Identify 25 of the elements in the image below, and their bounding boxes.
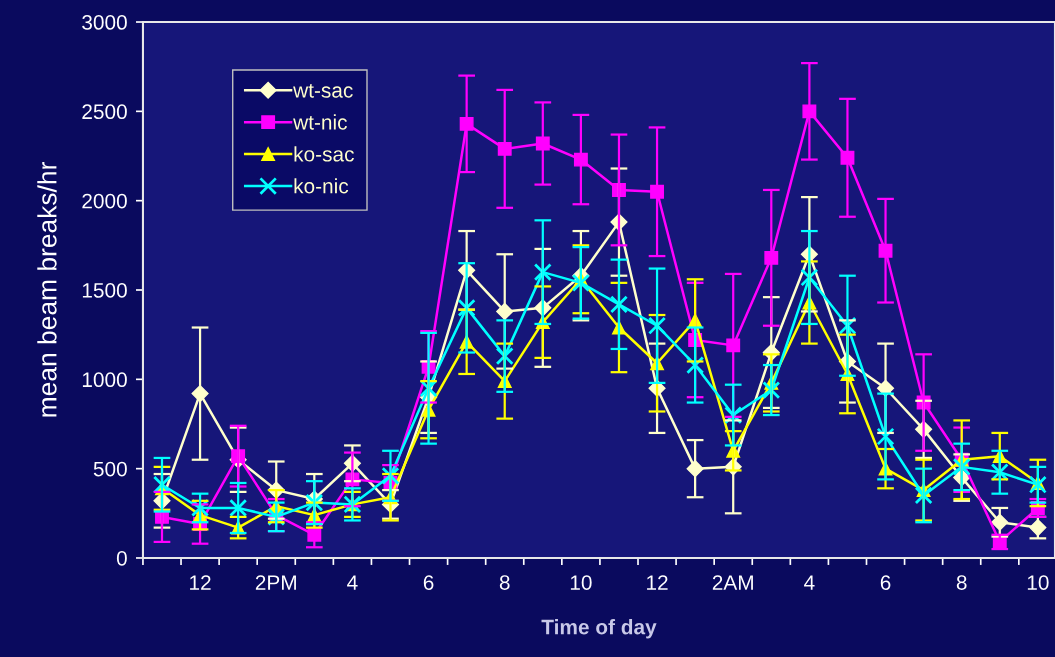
x-tick-label: 10 <box>570 575 592 590</box>
x-tick-label: 2AM <box>712 575 753 590</box>
x-tick-label: 4 <box>804 575 815 590</box>
y-tick-label: 3000 <box>82 15 127 30</box>
x-tick-label: 10 <box>1027 575 1049 590</box>
y-tick-label: 2000 <box>82 193 127 209</box>
y-axis-title: mean beam breaks/hr <box>37 162 57 417</box>
y-tick-label: 1500 <box>82 283 127 298</box>
x-tick-label: 8 <box>499 575 510 590</box>
x-tick-label: 2PM <box>255 575 296 590</box>
y-tick-label: 500 <box>93 461 127 477</box>
y-tick-label: 1000 <box>82 372 127 388</box>
x-tick-label: 12 <box>190 575 211 590</box>
x-axis-title: Time of day <box>541 619 657 639</box>
x-tick-label: 4 <box>347 575 358 590</box>
legend-label: wt-nic <box>293 114 347 130</box>
x-tick-label: 6 <box>880 575 891 590</box>
y-tick-label: 2500 <box>82 104 127 120</box>
x-tick-label: 6 <box>423 575 434 590</box>
x-tick-label: 8 <box>956 575 967 590</box>
legend-label: ko-nic <box>294 178 349 194</box>
y-tick-label: 0 <box>116 550 127 566</box>
x-tick-label: 12 <box>647 575 668 590</box>
legend-label: ko-sac <box>294 146 354 162</box>
legend-label: wt-sac <box>293 84 353 98</box>
